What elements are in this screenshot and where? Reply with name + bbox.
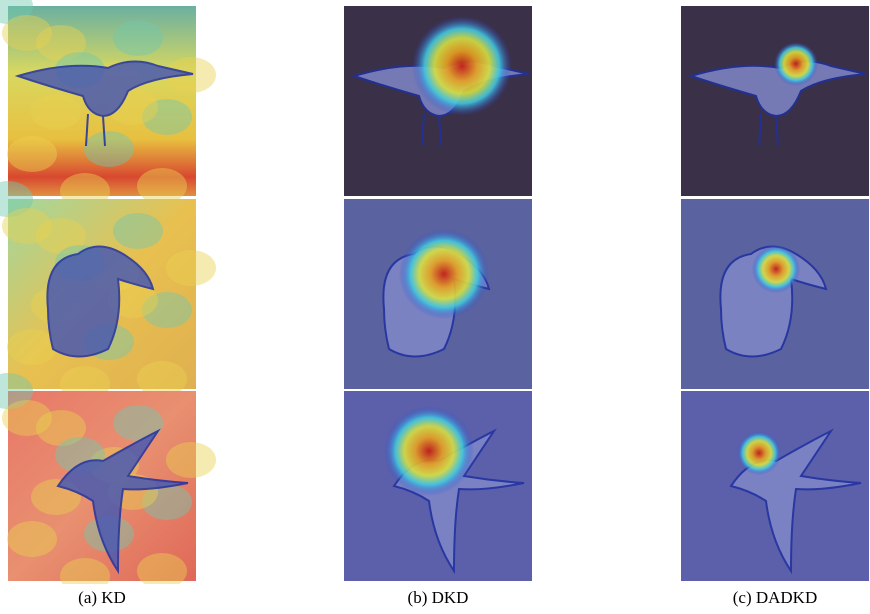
- heat-blob: [7, 136, 57, 172]
- heatmap-image: [681, 391, 869, 581]
- heat-blob: [2, 400, 52, 436]
- caption: (c) DADKD: [681, 588, 869, 608]
- heat-blob: [113, 213, 163, 249]
- heat-blob: [113, 20, 163, 56]
- heat-blob: [166, 250, 216, 286]
- heatmap-image: [0, 373, 216, 584]
- heatmap-image: [0, 0, 216, 209]
- heatmap-image: [681, 199, 869, 389]
- heat-blob: [7, 521, 57, 557]
- caption: (b) DKD: [344, 588, 532, 608]
- attention-spot: [412, 16, 512, 116]
- attention-spot: [737, 431, 781, 475]
- heat-blob: [166, 442, 216, 478]
- heatmap-image: [344, 6, 532, 196]
- heat-blob: [31, 94, 81, 130]
- attention-spot: [399, 229, 489, 319]
- caption: (a) KD: [8, 588, 196, 608]
- heat-blob: [137, 168, 187, 204]
- page: {"figure": {"columns": [{"caption": "(a)…: [0, 0, 870, 614]
- heatmap-image: [344, 391, 532, 581]
- heatmap-image: [0, 181, 216, 402]
- attention-spot: [384, 406, 474, 496]
- figure-grid: [0, 0, 870, 584]
- heatmap-image: [681, 6, 869, 196]
- attention-spot: [752, 245, 800, 293]
- heat-blob: [2, 15, 52, 51]
- heatmap-image: [344, 199, 532, 389]
- heat-blob: [84, 131, 134, 167]
- heat-blob: [2, 208, 52, 244]
- attention-spot: [774, 42, 818, 86]
